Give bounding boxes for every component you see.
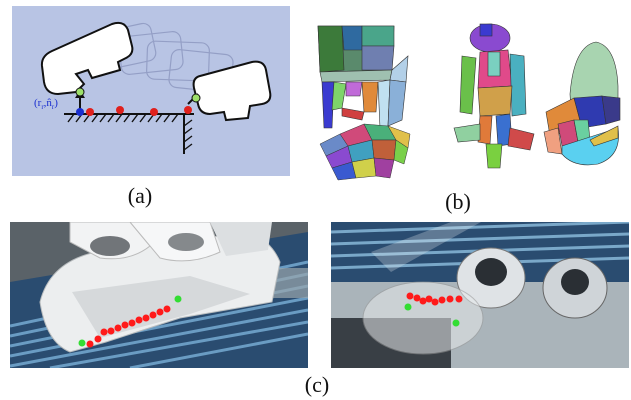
caption-a: (a) [127, 183, 153, 208]
caption-b: (b) [445, 189, 471, 214]
contact-point-red [413, 294, 421, 302]
contact-point-green [174, 295, 182, 303]
white-object [39, 222, 281, 353]
contact-point-red [156, 308, 164, 316]
contact-point-blue [76, 108, 84, 116]
contact-point-red [135, 316, 143, 324]
contact-point-red [406, 292, 414, 300]
contact-point-green [404, 303, 412, 311]
contact-point-red [128, 319, 136, 327]
contact-point-green [191, 93, 201, 103]
segmented-box-mesh [317, 25, 409, 129]
contact-point-red [86, 340, 94, 348]
contact-point-red [455, 295, 463, 303]
panel-a-diagram: (rr,n̂r) [12, 6, 290, 176]
cylindrical-parts [362, 222, 608, 355]
caption-c: (c) [304, 372, 330, 397]
ground-surface [64, 113, 194, 154]
panel-c-photo-left [10, 222, 308, 368]
contact-label: (rr,n̂r) [34, 97, 58, 111]
contact-point-red [142, 314, 150, 322]
contact-point-red [149, 311, 157, 319]
contact-point-red [150, 108, 158, 116]
segmented-shoe-mesh [543, 41, 621, 166]
contact-point-red [114, 324, 122, 332]
contact-point-red [94, 335, 102, 343]
segmented-sheet-mesh [319, 123, 411, 181]
contact-point-red [86, 108, 94, 116]
predicted-contact-points [404, 292, 463, 327]
contact-point-red [425, 295, 433, 303]
contact-point-red [116, 106, 124, 114]
segmented-humanoid-mesh [453, 23, 535, 169]
contact-point-red [438, 296, 446, 304]
gripper-left [40, 21, 134, 96]
contact-point-green [75, 87, 85, 97]
contact-points [75, 87, 201, 116]
contact-point-green [452, 319, 460, 327]
contact-point-red [446, 295, 454, 303]
contact-point-red [431, 298, 439, 306]
contact-point-red [121, 321, 129, 329]
contact-point-red [107, 327, 115, 335]
contact-point-red [163, 305, 171, 313]
panel-c-photo-right [331, 222, 629, 368]
contact-point-green [78, 339, 86, 347]
predicted-contact-points [78, 295, 182, 348]
contact-point-red [419, 297, 427, 305]
panel-b-segmented-meshes [312, 16, 624, 184]
contact-point-red [184, 106, 192, 114]
contact-point-red [100, 328, 108, 336]
